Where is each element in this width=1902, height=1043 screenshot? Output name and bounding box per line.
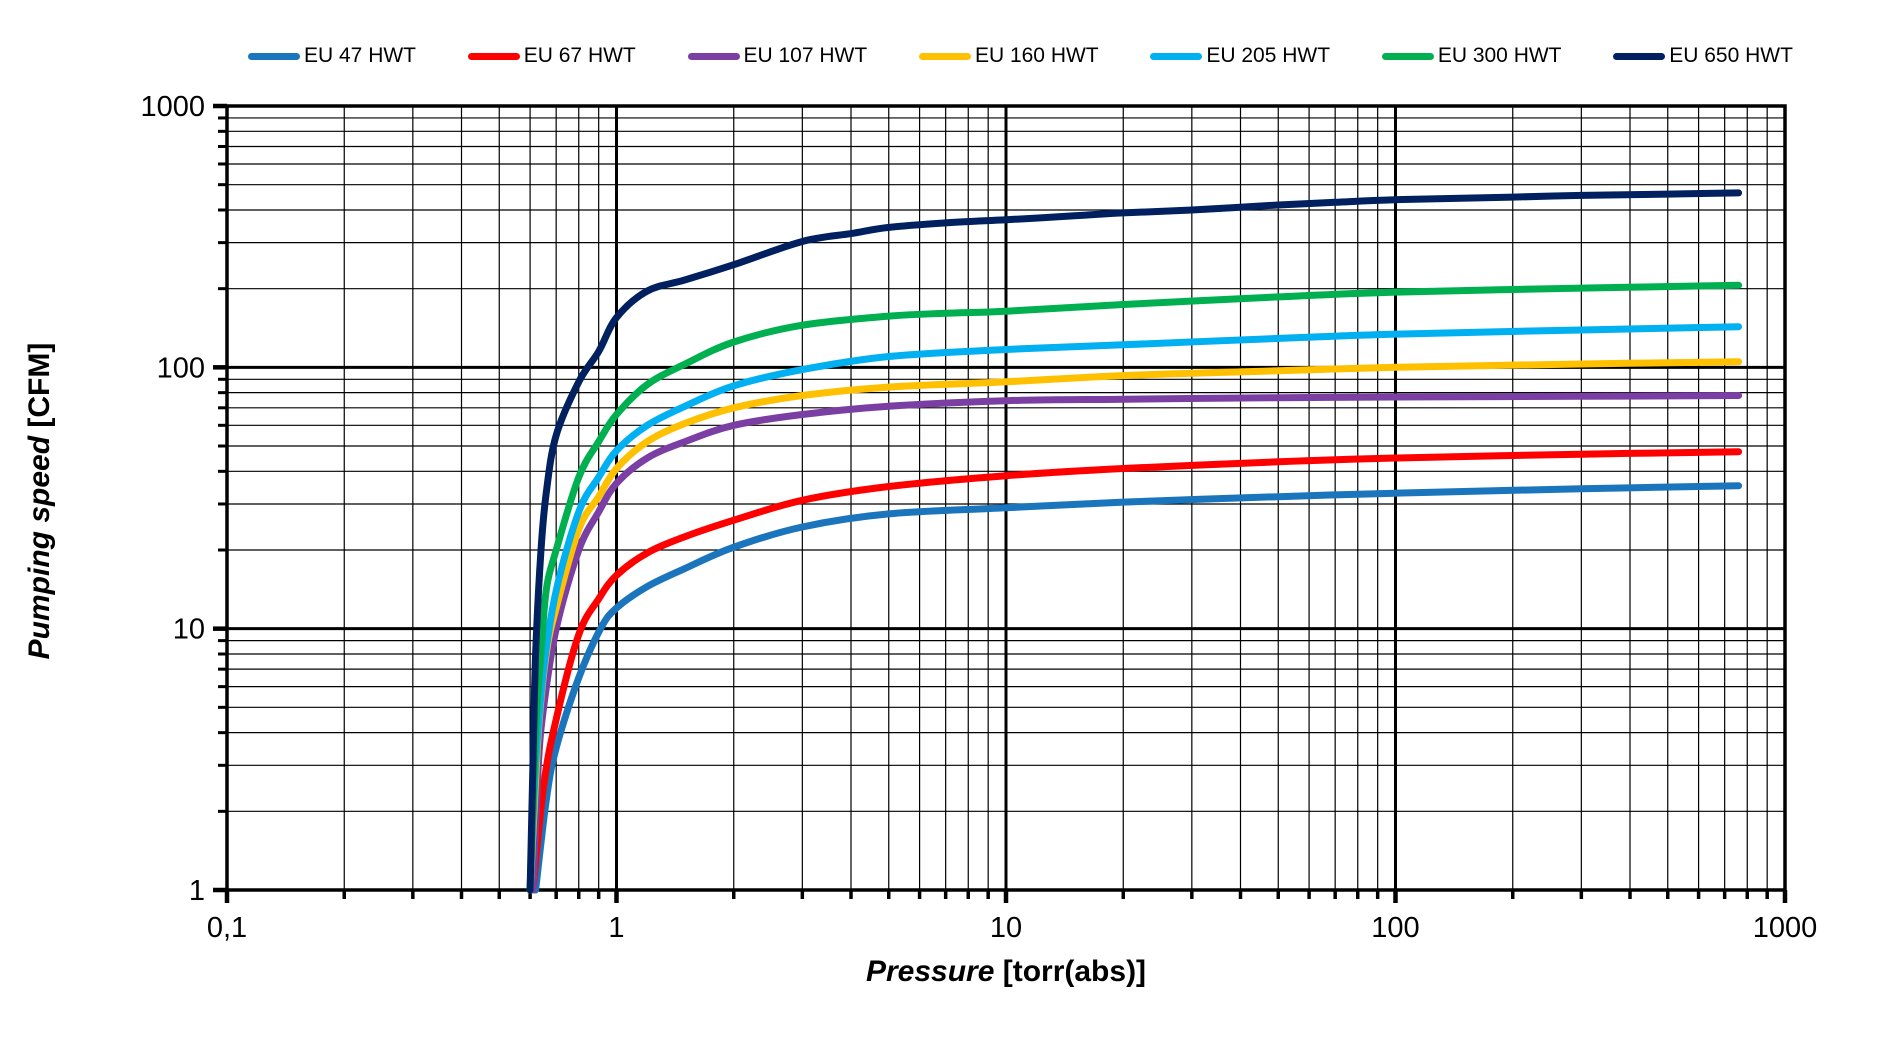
legend-label: EU 205 HWT <box>1206 44 1331 67</box>
legend-item-eu-650-hwt: EU 650 HWT <box>1613 44 1793 68</box>
legend-label: EU 300 HWT <box>1437 44 1562 67</box>
x-axis-title-name: Pressure <box>865 955 995 988</box>
x-tick-label: 1 <box>608 912 624 944</box>
x-tick-label: 100 <box>1371 912 1419 944</box>
series-curve-eu-300-hwt <box>526 281 1743 894</box>
legend-line-icon <box>918 52 971 60</box>
legend-line-icon <box>1613 52 1666 60</box>
series-curve-eu-650-hwt <box>526 189 1743 894</box>
legend-line-icon <box>687 52 740 60</box>
chart-legend: EU 47 HWT EU 67 HWT EU 107 HWT EU 160 HWT EU… <box>248 42 1793 70</box>
y-tick-label: 1 <box>189 875 205 907</box>
series-curve-eu-205-hwt <box>526 323 1743 894</box>
legend-line-icon <box>1381 52 1434 60</box>
series-curve-eu-107-hwt <box>529 392 1743 894</box>
x-tick-label: 0,1 <box>207 912 247 944</box>
x-axis-title: Pressure [torr(abs)] <box>227 955 1785 989</box>
legend-label: EU 650 HWT <box>1669 44 1793 67</box>
y-tick-label: 1000 <box>140 91 205 123</box>
legend-item-eu-67-hwt: EU 67 HWT <box>467 44 636 68</box>
y-tick-label: 100 <box>157 352 205 384</box>
legend-item-eu-47-hwt: EU 47 HWT <box>248 44 416 68</box>
legend-label: EU 160 HWT <box>974 44 1099 67</box>
legend-item-eu-160-hwt: EU 160 HWT <box>918 44 1099 68</box>
series-curve-eu-67-hwt <box>529 448 1743 894</box>
legend-item-eu-107-hwt: EU 107 HWT <box>687 44 868 68</box>
legend-label: EU 47 HWT <box>304 44 417 67</box>
legend-line-icon <box>1150 52 1203 60</box>
x-tick-label: 1000 <box>1753 912 1818 944</box>
x-axis-title-unit: [torr(abs)] <box>994 955 1147 988</box>
legend-line-icon <box>467 52 520 60</box>
series-curve-eu-47-hwt <box>532 482 1743 894</box>
legend-line-icon <box>248 52 300 60</box>
y-axis-title-unit: [CFM] <box>23 342 56 436</box>
y-axis-title-name: Pumping speed <box>23 435 56 660</box>
grid-major <box>227 106 1785 890</box>
axis-ticks <box>213 103 1788 903</box>
legend-item-eu-205-hwt: EU 205 HWT <box>1150 44 1330 68</box>
y-tick-label: 10 <box>173 614 205 646</box>
x-tick-label: 10 <box>990 912 1022 944</box>
legend-label: EU 67 HWT <box>523 44 636 67</box>
series-curves <box>526 189 1743 894</box>
legend-label: EU 107 HWT <box>743 44 868 67</box>
y-axis-title: Pumping speed [CFM] <box>23 251 57 751</box>
legend-item-eu-300-hwt: EU 300 HWT <box>1381 44 1562 68</box>
